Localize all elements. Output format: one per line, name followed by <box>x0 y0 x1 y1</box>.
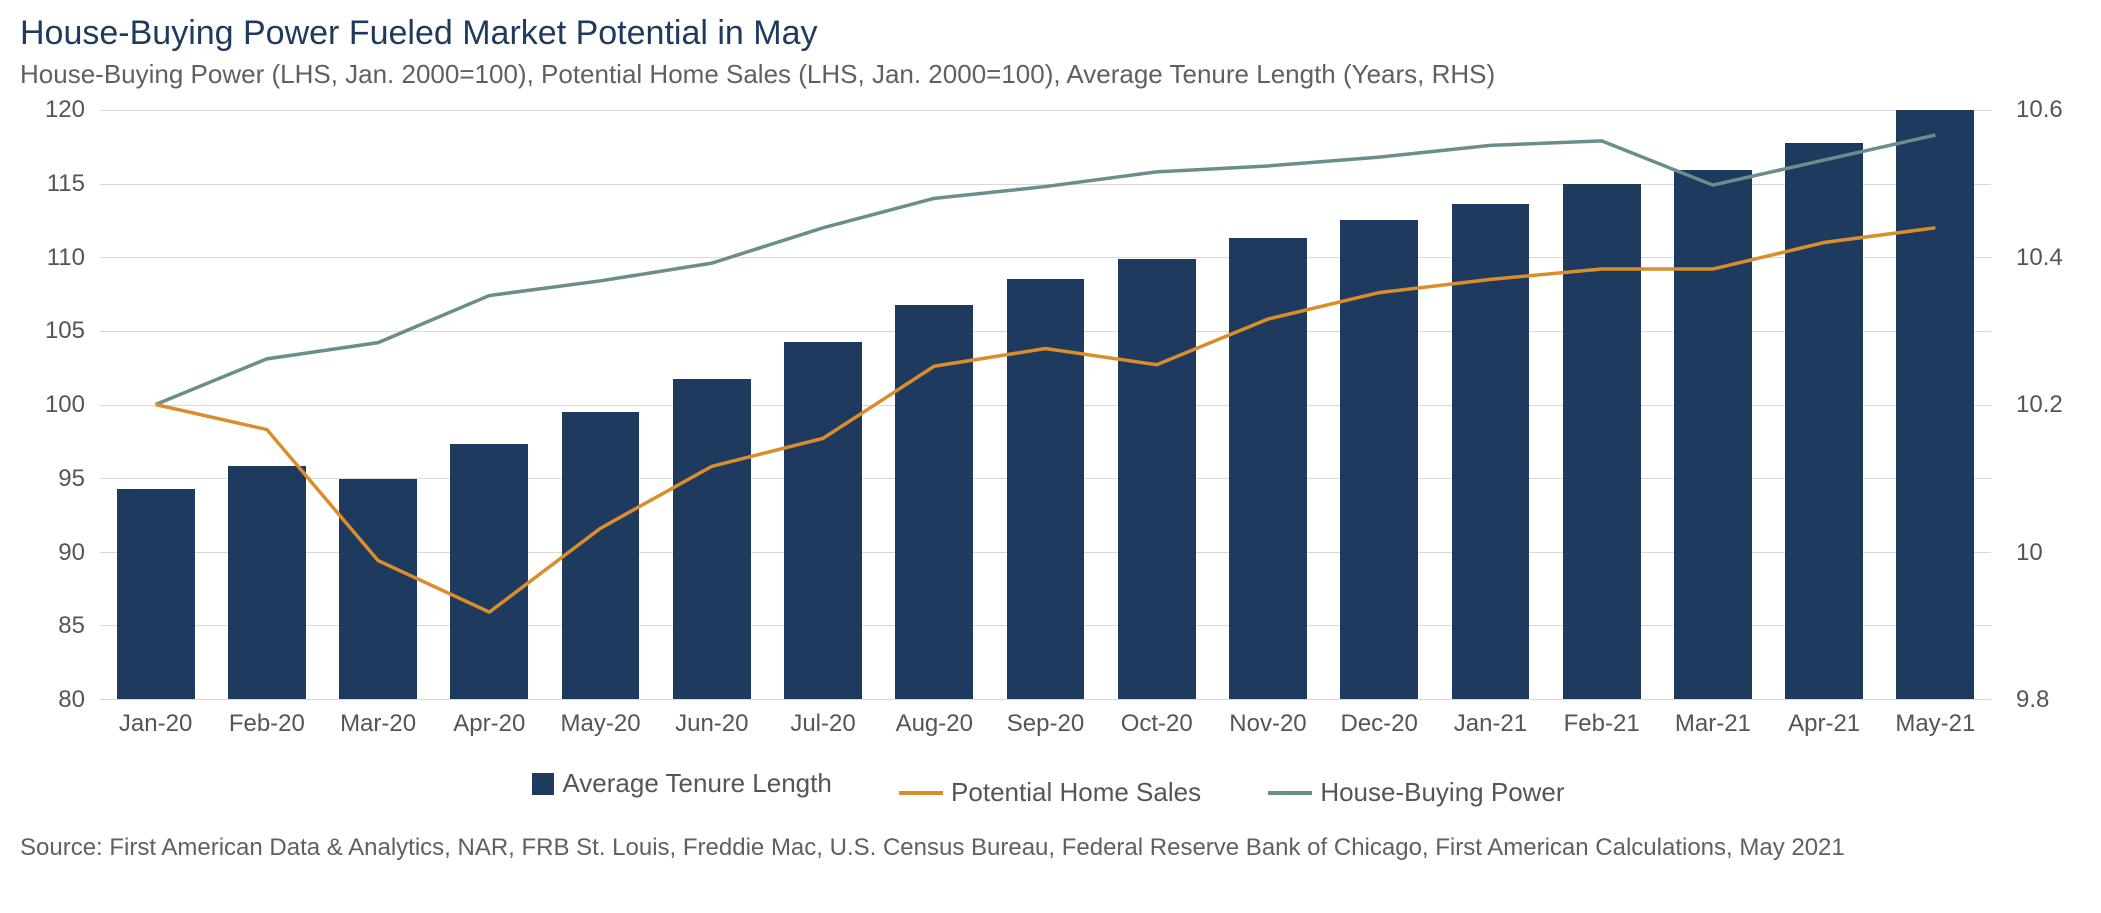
legend-item-phs: Potential Home Sales <box>899 777 1201 808</box>
y-right-tick: 10.2 <box>2016 393 2063 417</box>
legend-label: Potential Home Sales <box>951 777 1201 808</box>
legend: Average Tenure Length Potential Home Sal… <box>20 768 2077 808</box>
x-axis-label: Mar-20 <box>322 700 433 750</box>
x-axis-label: Mar-21 <box>1657 700 1768 750</box>
data-line <box>156 228 1936 612</box>
y-left-tick: 85 <box>58 614 85 638</box>
x-axis-label: Jul-20 <box>767 700 878 750</box>
legend-swatch-line <box>1268 791 1312 795</box>
x-axis-label: May-21 <box>1880 700 1991 750</box>
x-axis-label: Apr-21 <box>1769 700 1880 750</box>
y-right-tick: 10.4 <box>2016 246 2063 270</box>
legend-swatch-line <box>899 791 943 795</box>
x-axis-label: Nov-20 <box>1212 700 1323 750</box>
x-axis-label: Feb-21 <box>1546 700 1657 750</box>
x-axis-label: May-20 <box>545 700 656 750</box>
plot-area <box>100 110 1991 700</box>
legend-label: House-Buying Power <box>1320 777 1564 808</box>
legend-label: Average Tenure Length <box>562 768 831 799</box>
y-right-tick: 10 <box>2016 541 2043 565</box>
x-axis-label: Sep-20 <box>990 700 1101 750</box>
chart-title: House-Buying Power Fueled Market Potenti… <box>20 14 2077 53</box>
y-left-tick: 115 <box>47 172 85 196</box>
y-left-tick: 90 <box>58 541 85 565</box>
x-axis-label: Jan-21 <box>1435 700 1546 750</box>
x-axis-label: Dec-20 <box>1324 700 1435 750</box>
x-axis-label: Oct-20 <box>1101 700 1212 750</box>
x-axis-label: Jun-20 <box>656 700 767 750</box>
x-axis-label: Feb-20 <box>211 700 322 750</box>
x-axis-labels: Jan-20Feb-20Mar-20Apr-20May-20Jun-20Jul-… <box>100 700 1991 750</box>
chart-area: 80 85 90 95 100 105 110 115 120 9.8 10 10.2 10.4 10.… <box>20 100 2081 750</box>
chart-subtitle: House-Buying Power (LHS, Jan. 2000=100),… <box>20 59 2077 90</box>
x-axis-label: Aug-20 <box>879 700 990 750</box>
y-left-tick: 80 <box>58 688 85 712</box>
y-right-tick: 9.8 <box>2016 688 2049 712</box>
y-left-tick: 120 <box>45 98 85 122</box>
legend-swatch-bar <box>532 773 554 795</box>
x-axis-label: Apr-20 <box>434 700 545 750</box>
x-axis-label: Jan-20 <box>100 700 211 750</box>
legend-item-hbp: House-Buying Power <box>1268 777 1564 808</box>
line-series <box>100 110 1991 699</box>
y-left-tick: 100 <box>45 393 85 417</box>
y-left-tick: 110 <box>47 246 85 270</box>
source-line: Source: First American Data & Analytics,… <box>20 834 2077 862</box>
y-axis-right: 9.81010.210.410.6 <box>2006 110 2081 700</box>
legend-item-bar: Average Tenure Length <box>532 768 831 799</box>
y-axis-left: 80859095100105110115120 <box>20 110 95 700</box>
y-left-tick: 95 <box>58 467 85 491</box>
y-right-tick: 10.6 <box>2016 98 2063 122</box>
y-left-tick: 105 <box>45 319 85 343</box>
